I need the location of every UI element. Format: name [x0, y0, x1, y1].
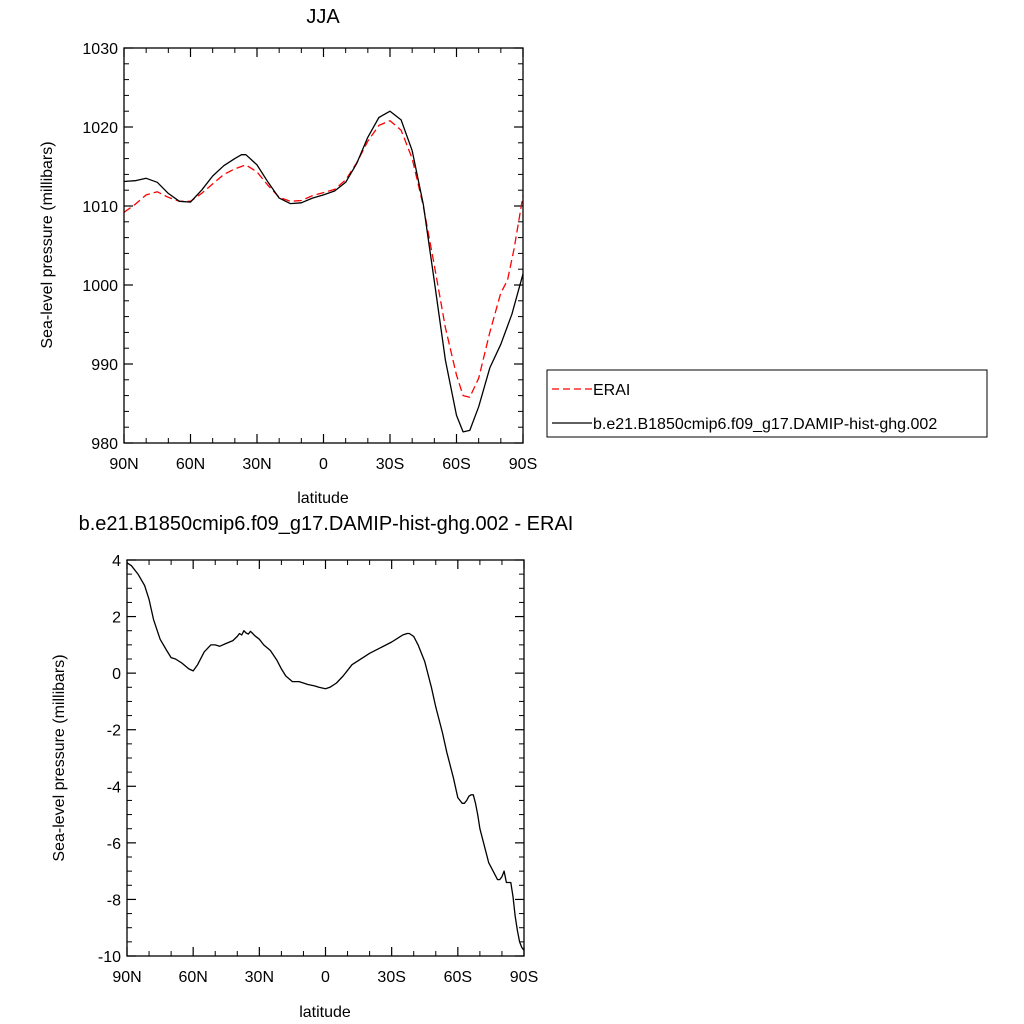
- top-ytick-label: 1010: [82, 199, 118, 216]
- bottom-ytick-label: -6: [107, 836, 121, 853]
- top-panel: JJA 90N 60N 30N 0 30S 60S 90S 980 990 1000 1010 102…: [39, 6, 988, 507]
- bottom-panel-axes: 90N 60N 30N 0 30S 60S 90S -10 -8 -6 -4 -2 0 2 4: [98, 553, 538, 986]
- top-panel-title: JJA: [306, 6, 340, 28]
- bottom-panel-xlabel: latitude: [299, 1004, 351, 1021]
- bottom-ytick-label: -2: [107, 723, 121, 740]
- legend-label-erai: ERAI: [593, 382, 630, 399]
- top-panel-xlabel: latitude: [297, 490, 349, 507]
- top-series-line-1: [123, 110, 524, 433]
- bottom-ytick-label: -10: [98, 949, 121, 966]
- top-panel-frame: [123, 47, 524, 444]
- bottom-ytick-label: 0: [112, 666, 121, 683]
- bottom-series-line-0: [126, 562, 525, 951]
- legend-label-model: b.e21.B1850cmip6.f09_g17.DAMIP-hist-ghg.…: [593, 416, 937, 433]
- top-panel-axes: 90N 60N 30N 0 30S 60S 90S 980 990 1000 1010 1020 103…: [82, 41, 537, 473]
- top-xtick-label: 60S: [442, 456, 470, 473]
- bottom-xtick-label: 60N: [178, 969, 207, 986]
- top-series-line-0: [123, 120, 524, 398]
- top-xtick-label: 90N: [109, 456, 138, 473]
- top-xtick-label: 0: [319, 456, 328, 473]
- bottom-xtick-label: 0: [321, 969, 330, 986]
- top-panel-series: [123, 110, 524, 433]
- bottom-ytick-label: 4: [112, 553, 121, 570]
- bottom-panel-series: [126, 562, 525, 951]
- bottom-ytick-label: 2: [112, 610, 121, 627]
- top-ytick-label: 1020: [82, 120, 118, 137]
- bottom-xtick-label: 30N: [245, 969, 274, 986]
- bottom-xtick-label: 60S: [444, 969, 472, 986]
- top-xtick-label: 60N: [176, 456, 205, 473]
- legend: ERAI b.e21.B1850cmip6.f09_g17.DAMIP-hist…: [546, 369, 988, 438]
- top-ytick-label: 990: [91, 357, 118, 374]
- top-panel-ylabel: Sea-level pressure (millibars): [39, 141, 56, 348]
- top-xtick-label: 30N: [242, 456, 271, 473]
- top-xtick-label: 30S: [376, 456, 404, 473]
- bottom-xtick-label: 90S: [510, 969, 538, 986]
- bottom-panel-ylabel: Sea-level pressure (millibars): [51, 654, 68, 861]
- bottom-xtick-label: 30S: [377, 969, 405, 986]
- bottom-panel-title: b.e21.B1850cmip6.f09_g17.DAMIP-hist-ghg.…: [79, 513, 574, 535]
- bottom-ytick-label: -4: [107, 779, 121, 796]
- bottom-panel: b.e21.B1850cmip6.f09_g17.DAMIP-hist-ghg.…: [51, 513, 573, 1021]
- top-ytick-label: 980: [91, 436, 118, 453]
- bottom-panel-frame: [126, 559, 525, 957]
- bottom-ytick-label: -8: [107, 892, 121, 909]
- top-ytick-label: 1030: [82, 41, 118, 58]
- top-ytick-label: 1000: [82, 278, 118, 295]
- legend-box: [546, 369, 988, 438]
- bottom-xtick-label: 90N: [112, 969, 141, 986]
- top-xtick-label: 90S: [509, 456, 537, 473]
